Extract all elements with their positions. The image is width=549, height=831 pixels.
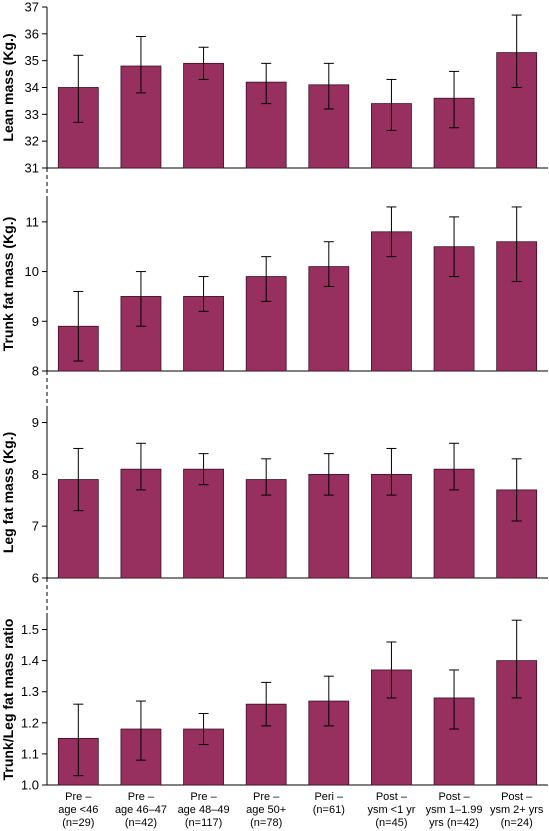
y-tick-label: 1.4: [21, 653, 39, 668]
y-axis-label: Lean mass (Kg.): [0, 33, 16, 141]
y-axis-label: Trunk/Leg fat mass ratio: [0, 619, 16, 781]
y-tick-label: 37: [25, 0, 39, 15]
x-category-label: ysm 2+ yrs: [490, 804, 544, 816]
y-tick-label: 36: [25, 26, 39, 41]
x-category-label: (n=24): [501, 817, 533, 829]
y-tick-label: 11: [26, 214, 40, 229]
x-category-label: (n=29): [62, 817, 94, 829]
x-category-label: age <46: [58, 804, 98, 816]
y-tick-label: 1.2: [21, 715, 39, 730]
y-tick-label: 32: [25, 134, 39, 149]
y-axis-label: Trunk fat mass (Kg.): [0, 217, 16, 352]
y-tick-label: 8: [32, 467, 39, 482]
bar: [245, 479, 287, 579]
y-tick-label: 1.5: [21, 622, 39, 637]
x-category-label: Pre –: [253, 791, 280, 803]
x-category-label: (n=117): [185, 817, 222, 829]
x-category-label: age 50+: [246, 804, 286, 816]
x-category-label: Pre –: [190, 791, 217, 803]
x-category-label: ysm <1 yr: [367, 804, 415, 816]
bar: [183, 468, 224, 579]
x-category-label: Post –: [501, 791, 533, 803]
y-tick-label: 34: [25, 80, 39, 95]
x-category-label: age 48–49: [178, 804, 230, 816]
bar: [183, 62, 224, 169]
x-category-label: Pre –: [65, 791, 92, 803]
x-category-label: Pre –: [128, 791, 155, 803]
y-tick-label: 1.3: [21, 684, 39, 699]
x-category-label: yrs (n=42): [429, 817, 479, 829]
y-tick-label: 9: [32, 314, 39, 329]
x-category-label: Post –: [438, 791, 470, 803]
x-category-label: (n=61): [313, 804, 345, 816]
y-tick-label: 35: [25, 53, 39, 68]
x-category-label: ysm 1–1.99: [426, 804, 483, 816]
y-tick-label: 1.0: [21, 778, 39, 793]
y-tick-label: 33: [25, 107, 39, 122]
y-tick-label: 9: [32, 415, 39, 430]
y-tick-label: 7: [32, 519, 39, 534]
y-tick-label: 6: [32, 571, 39, 586]
x-category-label: age 46–47: [115, 804, 167, 816]
y-tick-label: 8: [32, 364, 39, 379]
y-tick-label: 1.1: [21, 746, 39, 761]
x-category-label: (n=45): [375, 817, 407, 829]
x-category-label: (n=42): [125, 817, 157, 829]
y-tick-label: 10: [25, 264, 39, 279]
y-axis-label: Leg fat mass (Kg.): [0, 432, 16, 553]
x-category-label: (n=78): [250, 817, 282, 829]
bar: [496, 52, 538, 169]
y-tick-label: 31: [25, 161, 39, 176]
x-category-label: Peri –: [314, 791, 344, 803]
x-category-label: Post –: [376, 791, 408, 803]
